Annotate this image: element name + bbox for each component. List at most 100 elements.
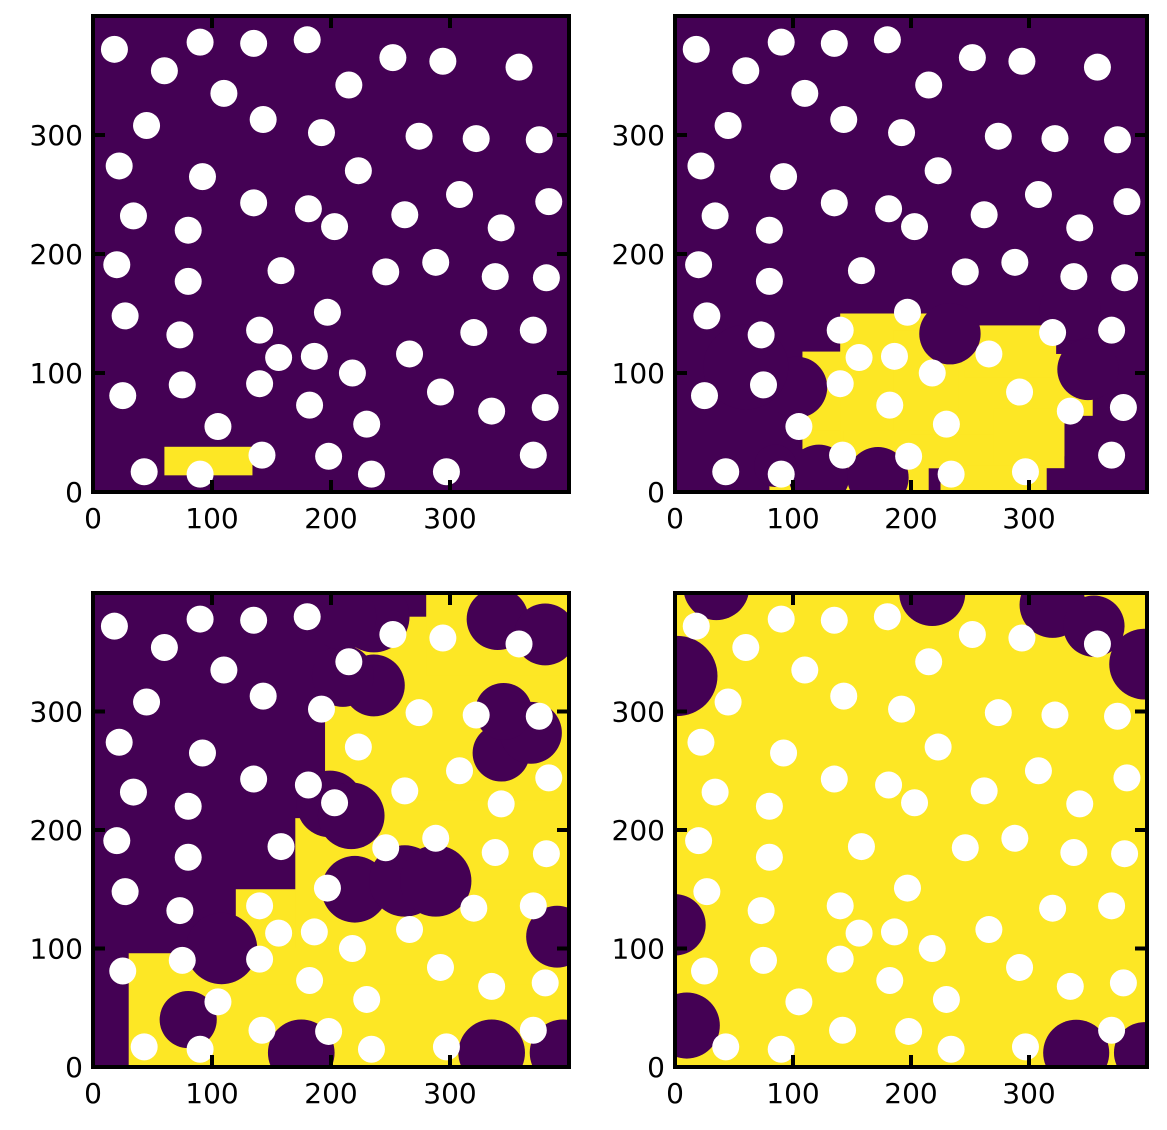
particle [344, 157, 372, 185]
particle [880, 342, 908, 370]
particle [1109, 969, 1137, 997]
particle [984, 122, 1012, 150]
particle [888, 695, 916, 723]
particle [747, 897, 775, 925]
particle [767, 605, 795, 633]
particle [315, 442, 343, 470]
particle [750, 946, 777, 974]
particle [1111, 840, 1139, 868]
particle [505, 630, 533, 658]
panel-bottom-right: 0 100 200 300 0 100 200 300 [612, 591, 1149, 1110]
y-tick-label: 300 [30, 696, 83, 729]
outside-blob [309, 593, 377, 651]
particle [478, 397, 506, 425]
particle [357, 460, 385, 488]
particle [338, 359, 366, 387]
panel-bottom-left: 0 100 200 300 0 100 200 300 [30, 591, 571, 1110]
x-tick-label: 0 [666, 502, 684, 535]
particle [826, 370, 854, 398]
particle [429, 624, 457, 652]
particle [296, 391, 324, 419]
particle [174, 216, 202, 244]
particle [188, 739, 216, 767]
outside-blob [185, 912, 258, 985]
particle [166, 897, 194, 925]
x-tick-label: 200 [304, 502, 357, 535]
particle [901, 213, 929, 241]
x-tick-label: 100 [766, 502, 819, 535]
particle [918, 359, 946, 387]
y-tick-label: 100 [30, 933, 83, 966]
particle [210, 79, 238, 107]
particle [150, 57, 178, 85]
particle [300, 342, 328, 370]
particle [246, 945, 274, 973]
y-tick-label: 200 [612, 814, 665, 847]
particle [204, 988, 232, 1016]
particle [240, 606, 268, 634]
particle [712, 458, 740, 486]
particle [174, 843, 202, 871]
particle [1006, 378, 1034, 406]
particle [525, 126, 553, 154]
particle [100, 612, 128, 640]
particle [396, 916, 424, 944]
particle [1066, 790, 1094, 818]
particle [446, 181, 474, 208]
plot-area [675, 593, 1147, 1067]
particle [405, 699, 433, 727]
outside-blob [847, 447, 909, 492]
particle [1060, 839, 1088, 867]
particle [119, 202, 147, 230]
particle [693, 878, 721, 906]
particle [321, 213, 349, 241]
particle [932, 985, 960, 1013]
particle [830, 106, 858, 134]
particle [344, 733, 372, 761]
particle [770, 739, 798, 767]
y-tick-label: 200 [30, 814, 83, 847]
particle [168, 371, 196, 399]
particle [785, 988, 813, 1016]
outside-blob [675, 635, 718, 717]
particle [422, 248, 450, 276]
particle [714, 111, 742, 139]
particle [109, 382, 137, 410]
particle [379, 44, 407, 72]
particle [876, 391, 904, 419]
particle [186, 460, 214, 488]
particle [1113, 764, 1141, 792]
particle [750, 371, 777, 399]
panel-top-right: 0 100 200 300 0 100 200 300 [612, 14, 1149, 535]
particle [1041, 701, 1069, 729]
particle [103, 251, 131, 279]
outside-blob [675, 894, 706, 956]
particle [426, 378, 454, 406]
x-tick-label: 300 [423, 1077, 476, 1110]
particle [893, 298, 921, 326]
x-tick-label: 0 [84, 1077, 102, 1110]
y-tick-label: 100 [612, 933, 665, 966]
particle [1066, 214, 1094, 242]
particle [682, 35, 710, 63]
particle [405, 122, 433, 150]
particle [820, 189, 848, 217]
particle [714, 688, 742, 716]
particle [111, 302, 139, 330]
particle [785, 413, 813, 441]
y-tick-label: 0 [65, 476, 83, 509]
particle [391, 201, 419, 229]
particle [462, 125, 490, 153]
particle [826, 316, 854, 344]
particle [712, 1033, 740, 1061]
particle [1008, 624, 1036, 652]
particle [847, 257, 875, 285]
particle [1056, 397, 1084, 425]
x-tick-label: 300 [1002, 502, 1055, 535]
particle [770, 163, 798, 191]
particle [685, 827, 713, 855]
particle [1104, 126, 1131, 154]
particle [300, 918, 328, 946]
particle [732, 634, 760, 662]
